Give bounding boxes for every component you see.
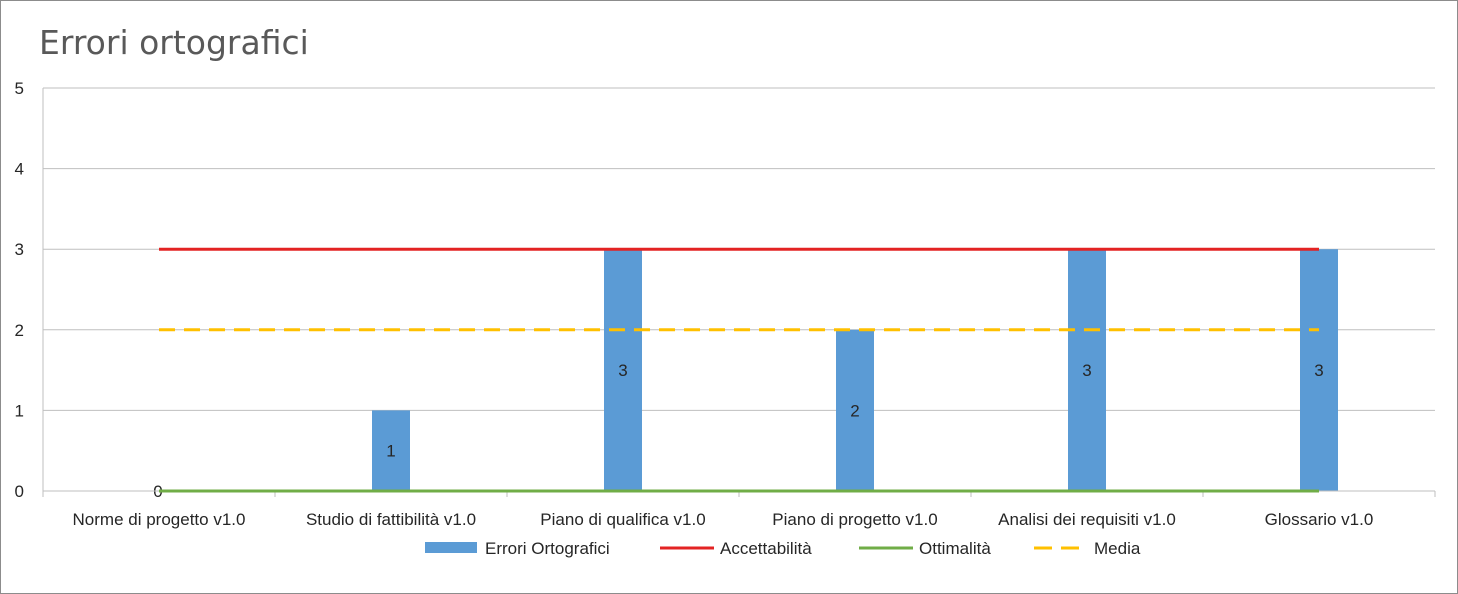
y-tick-label-5: 5 xyxy=(15,79,24,98)
y-tick-label-4: 4 xyxy=(15,160,24,179)
x-tick-label-4: Analisi dei requisiti v1.0 xyxy=(998,510,1176,529)
bar-3 xyxy=(836,329,874,491)
data-label-2: 3 xyxy=(618,361,627,380)
y-tick-label-2: 2 xyxy=(15,321,24,340)
bar-5 xyxy=(1300,249,1338,491)
data-label-1: 1 xyxy=(386,442,395,461)
bar-4 xyxy=(1068,249,1106,491)
y-tick-label-1: 1 xyxy=(15,401,24,420)
x-tick-label-1: Studio di fattibilità v1.0 xyxy=(306,510,476,529)
data-label-4: 3 xyxy=(1082,361,1091,380)
y-tick-label-3: 3 xyxy=(15,240,24,259)
x-tick-label-2: Piano di qualifica v1.0 xyxy=(540,510,705,529)
x-tick-label-3: Piano di progetto v1.0 xyxy=(772,510,937,529)
legend-label-2: Ottimalità xyxy=(919,539,991,558)
chart-title: Errori ortografici xyxy=(39,23,309,62)
legend-label-1: Accettabilità xyxy=(720,539,812,558)
bar-1 xyxy=(372,410,410,491)
legend-swatch-0 xyxy=(425,542,477,553)
data-label-5: 3 xyxy=(1314,361,1323,380)
x-tick-label-5: Glossario v1.0 xyxy=(1265,510,1374,529)
data-label-3: 2 xyxy=(850,401,859,420)
x-tick-label-0: Norme di progetto v1.0 xyxy=(73,510,246,529)
legend-label-3: Media xyxy=(1094,539,1141,558)
y-tick-label-0: 0 xyxy=(15,482,24,501)
bar-2 xyxy=(604,249,642,491)
legend-label-0: Errori Ortografici xyxy=(485,539,610,558)
